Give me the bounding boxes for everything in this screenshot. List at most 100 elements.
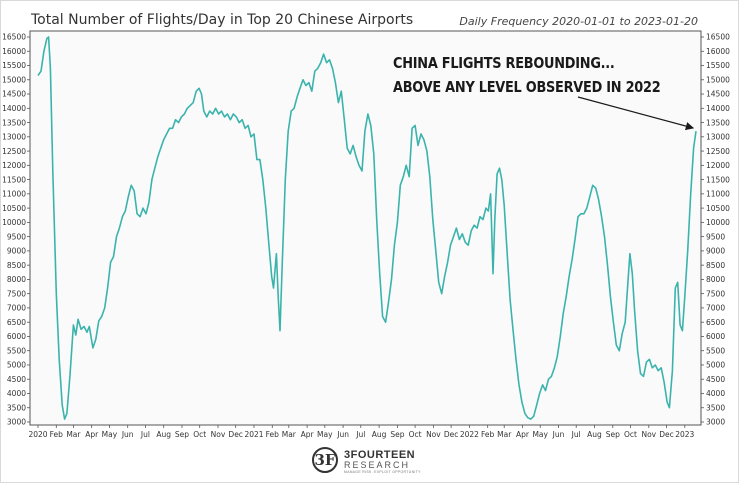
annotation-arrow [577,96,695,131]
y-axis-left: 3000 3500 4000 4500 5000 5500 6000 6500 7000 7500… [2,33,30,427]
x-tick-label: Feb [50,430,64,439]
brand-tagline: MANAGE RISK. EXPLOIT OPPORTUNITY [344,470,421,474]
x-tick-label: 2023 [675,430,694,439]
x-tick-label: Sep [606,430,620,439]
x-tick-label: Oct [624,430,637,439]
y-tick-label: 3500 [7,403,26,412]
x-tick-label: May [317,430,333,439]
x-tick-label: Nov [641,430,656,439]
y-tick-label: 12000 [706,161,730,170]
x-tick-label: Jun [336,430,349,439]
y-tick-label: 12500 [2,147,26,156]
logo-mark-icon: 3F [312,447,338,473]
y-tick-label: 16000 [706,47,730,56]
y-tick-label: 10000 [706,218,730,227]
x-tick-label: Sep [390,430,404,439]
x-tick-label: Jun [121,430,134,439]
y-tick-label: 16500 [706,33,730,42]
y-tick-label: 9500 [706,232,725,241]
y-tick-label: 4500 [706,375,725,384]
y-axis-right: 3000 3500 4000 4500 5000 5500 6000 6500 7000 7500… [701,33,730,427]
annotation-text: CHINA FLIGHTS REBOUNDING... ABOVE ANY LE… [393,51,661,99]
x-tick-label: Jul [571,430,581,439]
x-tick-label: Nov [426,430,441,439]
y-tick-label: 15000 [2,75,26,84]
y-tick-label: 3000 [706,418,725,427]
y-tick-label: 7000 [7,304,26,313]
y-tick-label: 14000 [706,104,730,113]
x-tick-label: Mar [66,430,81,439]
y-tick-label: 12500 [706,147,730,156]
chart-title: Total Number of Flights/Day in Top 20 Ch… [31,12,414,28]
annotation-line-1: CHINA FLIGHTS REBOUNDING... [393,54,615,72]
y-tick-label: 3000 [7,418,26,427]
y-tick-label: 9000 [706,247,725,256]
y-tick-label: 8500 [706,261,725,270]
y-tick-label: 10500 [706,204,730,213]
x-tick-label: Jun [552,430,565,439]
y-tick-label: 9500 [7,232,26,241]
y-tick-label: 12000 [2,161,26,170]
y-tick-label: 5500 [706,346,725,355]
x-tick-label: May [102,430,118,439]
x-tick-label: Aug [156,430,171,439]
x-axis: 2020 Feb Mar Apr May Jun Jul Aug Sep Oct Nov Dec 202… [28,425,695,439]
y-tick-label: 15500 [706,61,730,70]
y-tick-label: 10500 [2,204,26,213]
y-tick-label: 11500 [706,175,730,184]
y-tick-label: 7000 [706,304,725,313]
x-tick-label: Mar [497,430,512,439]
y-tick-label: 16500 [2,33,26,42]
x-tick-label: Oct [409,430,422,439]
y-tick-label: 4000 [7,389,26,398]
x-tick-label: Feb [266,430,280,439]
chart-subtitle: Daily Frequency 2020-01-01 to 2023-01-20 [459,15,698,28]
y-tick-label: 13500 [2,118,26,127]
plot-area [29,30,702,426]
y-tick-label: 11000 [2,190,26,199]
x-tick-label: Oct [193,430,206,439]
y-tick-label: 16000 [2,47,26,56]
y-tick-label: 6500 [7,318,26,327]
y-tick-label: 14500 [706,90,730,99]
x-tick-label: Apr [516,430,530,439]
y-tick-label: 3500 [706,403,725,412]
series-line-flights [37,36,697,420]
x-tick-label: Dec [659,430,674,439]
y-tick-label: 4500 [7,375,26,384]
x-tick-label: Apr [301,430,315,439]
x-tick-label: Aug [372,430,387,439]
annotation-line-2: ABOVE ANY LEVEL OBSERVED IN 2022 [393,78,661,96]
x-tick-label: May [532,430,548,439]
y-tick-label: 13000 [706,133,730,142]
x-tick-label: 2021 [244,430,263,439]
y-tick-label: 6000 [706,332,725,341]
y-tick-label: 8000 [706,275,725,284]
brand-name: 3FOURTEEN [344,449,416,461]
y-tick-label: 7500 [706,289,725,298]
y-tick-label: 9000 [7,247,26,256]
y-tick-label: 13500 [706,118,730,127]
x-tick-label: Sep [175,430,189,439]
x-tick-label: Jul [355,430,365,439]
x-tick-label: 2022 [460,430,479,439]
y-tick-label: 7500 [7,289,26,298]
y-tick-label: 5500 [7,346,26,355]
x-tick-label: Dec [444,430,459,439]
x-tick-label: Aug [587,430,602,439]
y-tick-label: 8000 [7,275,26,284]
y-tick-label: 14500 [2,90,26,99]
y-tick-label: 11000 [706,190,730,199]
y-tick-label: 5000 [706,361,725,370]
y-tick-label: 8500 [7,261,26,270]
y-tick-label: 6000 [7,332,26,341]
y-tick-label: 14000 [2,104,26,113]
y-tick-label: 4000 [706,389,725,398]
y-tick-label: 13000 [2,133,26,142]
y-tick-label: 15500 [2,61,26,70]
x-tick-label: Nov [211,430,226,439]
x-tick-label: Mar [282,430,297,439]
y-tick-label: 6500 [706,318,725,327]
